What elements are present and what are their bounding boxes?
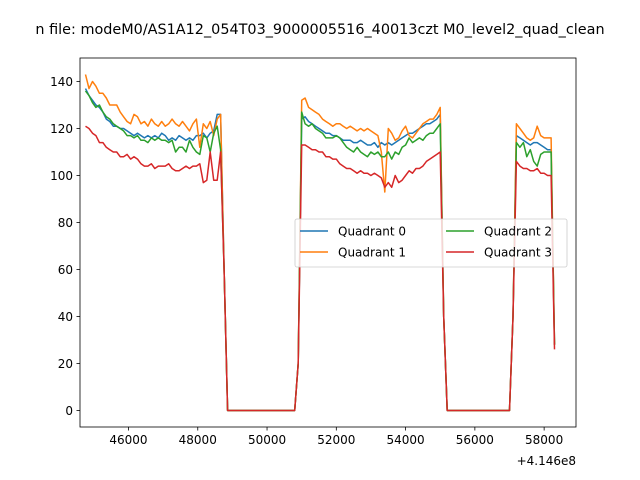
x-tick-label: 52000 (317, 433, 355, 447)
x-tick-label: 50000 (248, 433, 286, 447)
x-tick-label: 58000 (525, 433, 563, 447)
y-tick-label: 140 (50, 75, 73, 89)
y-tick-label: 120 (50, 122, 73, 136)
chart-title: n file: modeM0/AS1A12_054T03_9000005516_… (35, 22, 604, 38)
y-tick-label: 100 (50, 169, 73, 183)
series-line-quadrant-3 (85, 125, 556, 412)
x-axis-offset-label: +4.146e8 (517, 454, 576, 468)
legend-box (294, 218, 568, 268)
legend-label: Quadrant 2 (484, 225, 552, 239)
y-tick-label: 40 (58, 310, 73, 324)
series-layer (84, 74, 556, 412)
y-tick-label: 0 (65, 404, 73, 418)
legend-label: Quadrant 0 (338, 225, 406, 239)
series-line-quadrant-2 (84, 90, 556, 412)
legend-label: Quadrant 1 (338, 246, 406, 260)
series-line-quadrant-1 (84, 74, 556, 412)
x-tick-label: 56000 (456, 433, 494, 447)
y-tick-label: 80 (58, 216, 73, 230)
legend: Quadrant 0 Quadrant 1 Quadrant 2 Quadrant 3 (294, 218, 568, 268)
legend-label: Quadrant 3 (484, 246, 552, 260)
x-tick-label: 54000 (386, 433, 424, 447)
y-tick-label: 60 (58, 263, 73, 277)
x-tick-label: 46000 (109, 433, 147, 447)
x-axis: 46000 48000 50000 52000 54000 56000 58000 (109, 427, 563, 447)
y-tick-label: 20 (58, 357, 73, 371)
x-tick-label: 48000 (179, 433, 217, 447)
y-axis: 0 20 40 60 80 100 120 140 (50, 75, 80, 418)
plot-frame (79, 57, 577, 428)
